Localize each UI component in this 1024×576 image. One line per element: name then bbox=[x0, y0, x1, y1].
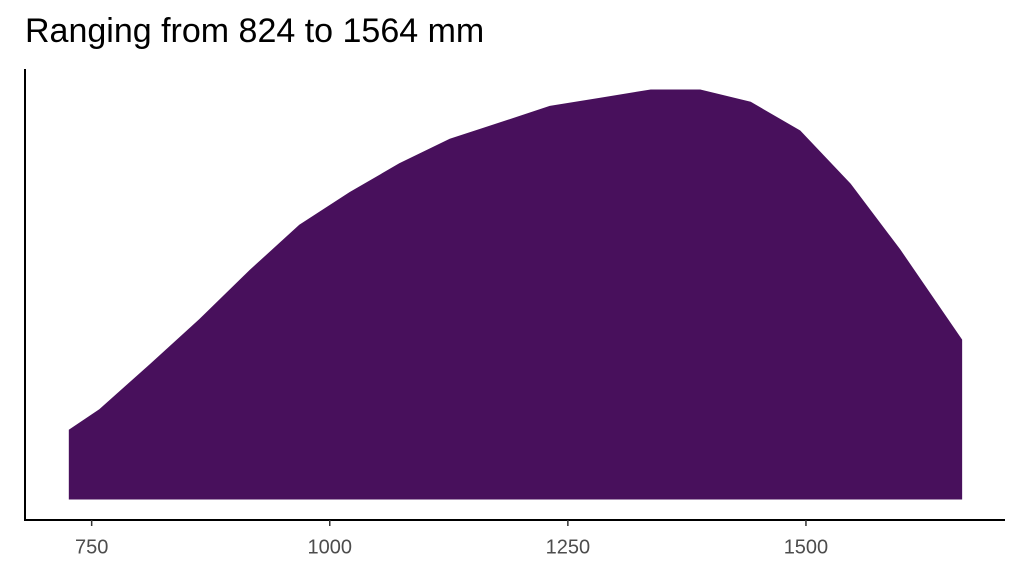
density-area bbox=[68, 89, 963, 500]
x-tick-label: 750 bbox=[75, 536, 108, 558]
x-tick-label: 1000 bbox=[308, 536, 353, 558]
x-tick-label: 1250 bbox=[546, 536, 591, 558]
chart-title: Ranging from 824 to 1564 mm bbox=[25, 12, 484, 50]
x-tick-label: 1500 bbox=[784, 536, 829, 558]
